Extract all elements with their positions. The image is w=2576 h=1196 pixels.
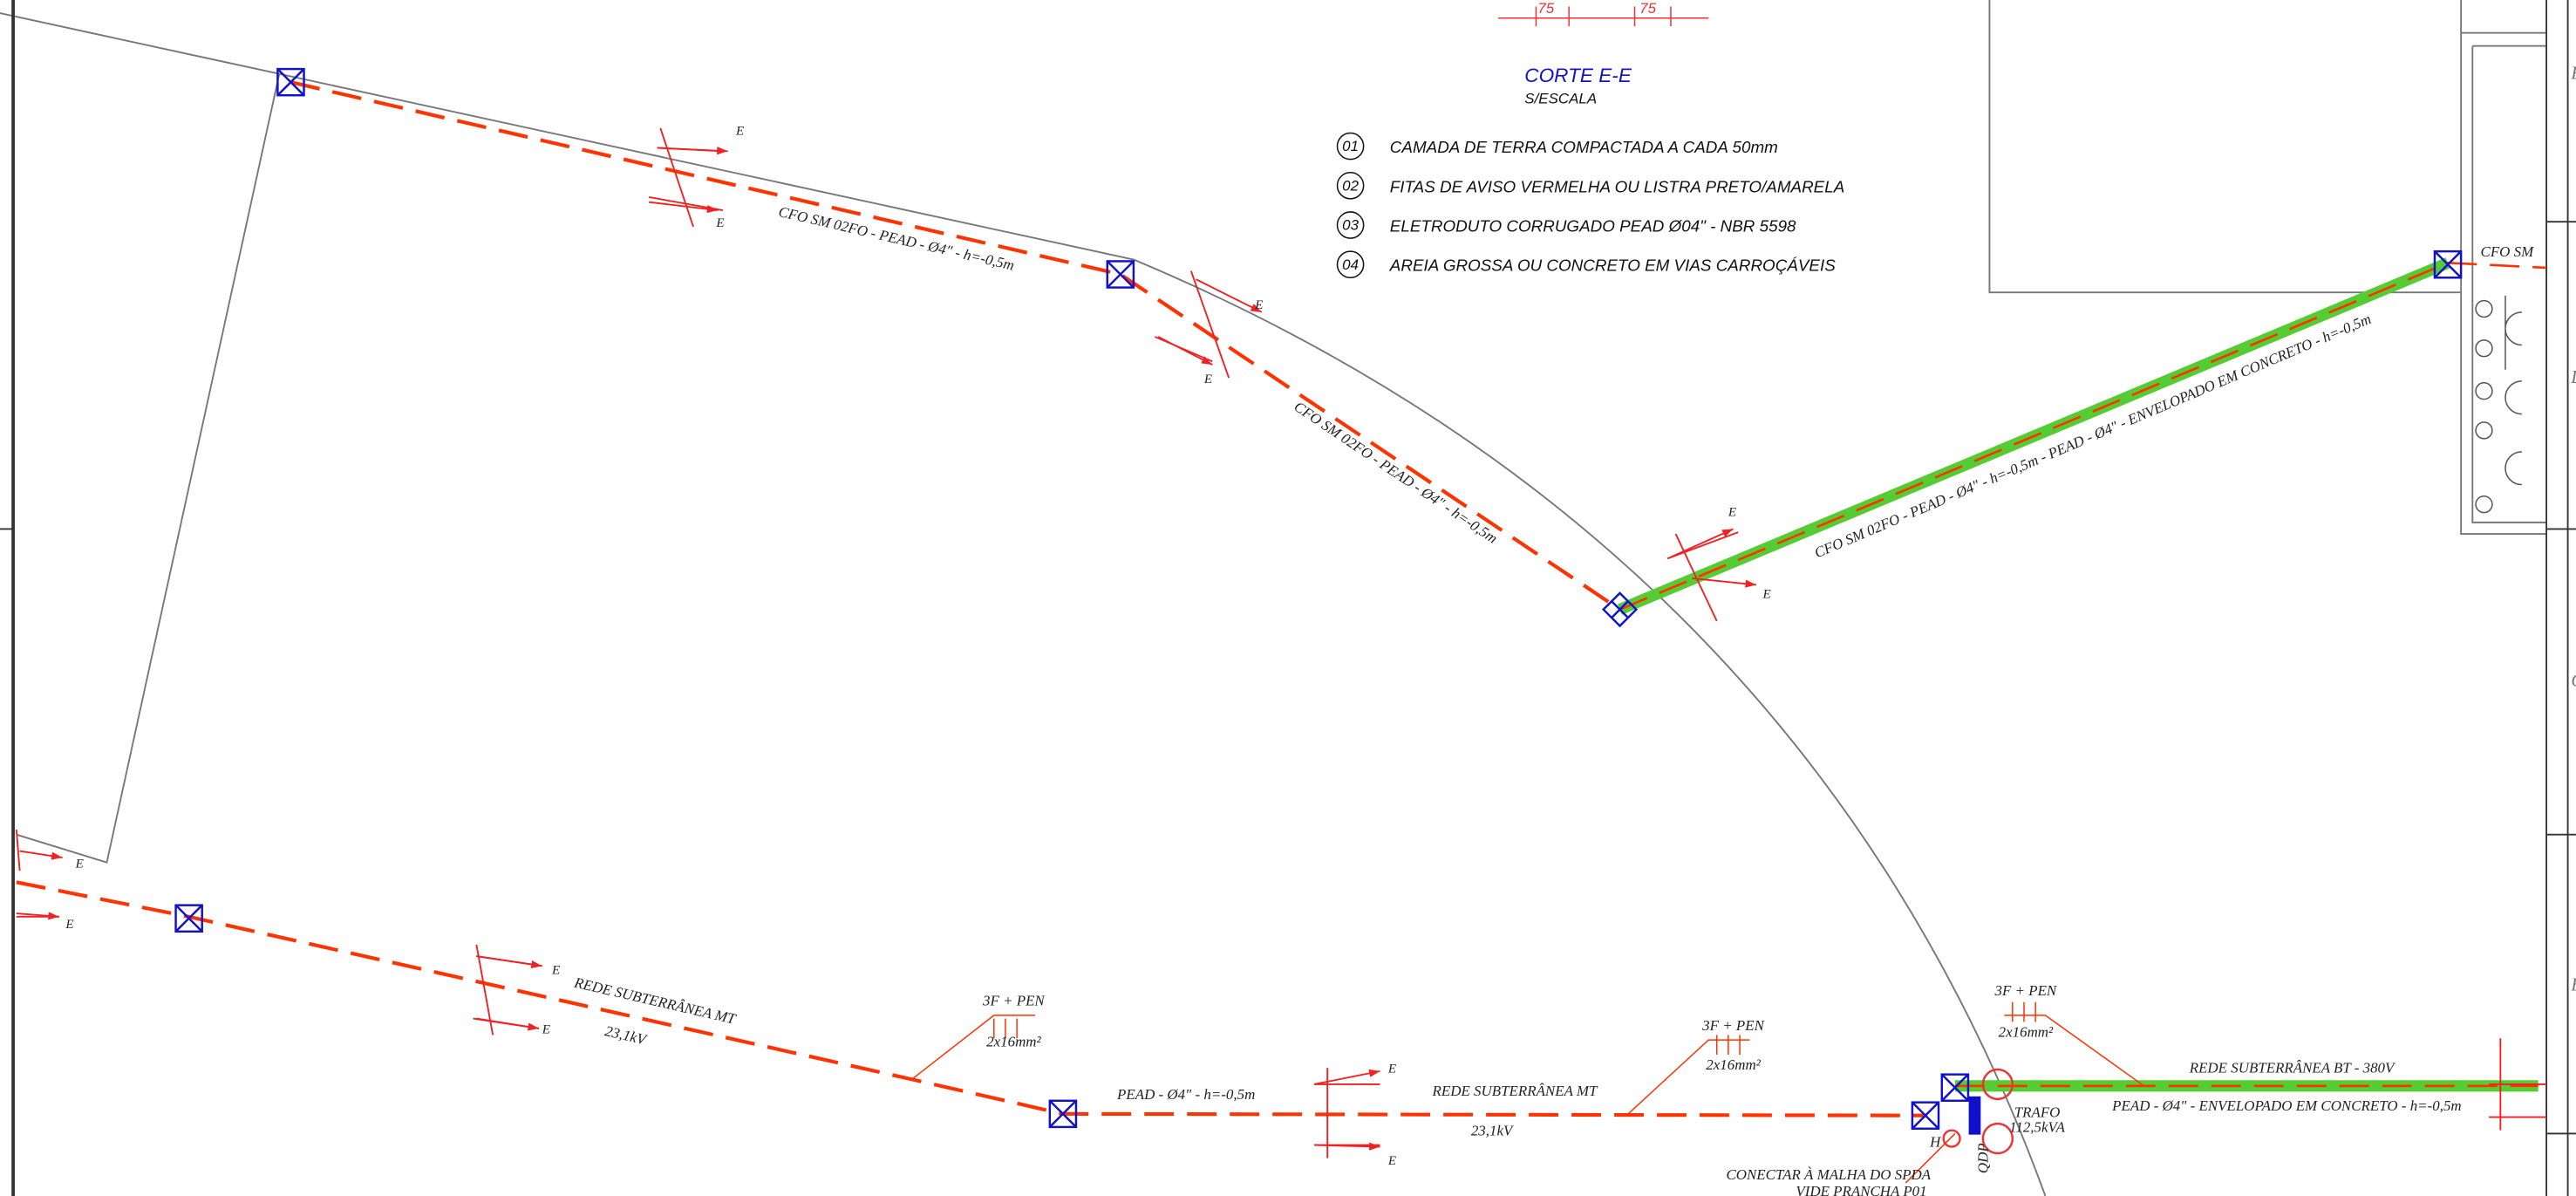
section-mark-label: E (1254, 298, 1263, 312)
arrow-head (717, 147, 728, 154)
arrow-head (1745, 580, 1756, 588)
legend-text: ELETRODUTO CORRUGADO PEAD Ø04" - NBR 559… (1390, 217, 1796, 236)
cable-label: VIDE PRANCHA P01 (1796, 1183, 1926, 1196)
arrow-head (1369, 1143, 1380, 1151)
red-routes (17, 82, 2546, 1116)
dimension-label: 75 (1537, 0, 1554, 17)
section-mark-label: E (65, 918, 73, 932)
section-mark-label: E (715, 216, 724, 230)
section-arrow (1196, 279, 1262, 312)
section-mark-label: E (1387, 1154, 1396, 1168)
section-title: CORTE E-E (1524, 65, 1632, 86)
section-mark-label: E (75, 857, 84, 871)
section-mark-label: E (1203, 372, 1212, 386)
cable-label: 112,5kVA (2009, 1119, 2065, 1136)
cable-label: CFO SM 02FO - PEAD - Ø4" - h=-0,5m (1291, 398, 1501, 547)
cable-label: H (1929, 1134, 1941, 1151)
grid-row-label: E (2570, 64, 2576, 83)
section-mark-label: E (1762, 588, 1770, 602)
cable-label: 3F + PEN (1994, 982, 2058, 999)
cable-label: 3F + PEN (982, 993, 1046, 1009)
legend-number: 02 (1342, 177, 1359, 194)
boundary (0, 0, 2576, 1196)
legend-text: FITAS DE AVISO VERMELHA OU LISTRA PRETO/… (1390, 177, 1844, 195)
cable-label: 2x16mm² (1999, 1023, 2054, 1040)
section-mark-label: E (1387, 1063, 1396, 1076)
cable-label: QDP (1975, 1143, 1992, 1173)
cable-label: 2x16mm² (986, 1034, 1041, 1050)
arrow-head (1368, 1070, 1380, 1077)
cable-label: REDE SUBTERRÂNEA MT (1432, 1083, 1598, 1099)
section-mark-label: E (1728, 505, 1736, 519)
cable-label: CFO SM 02FO - PEAD - Ø4" - h=-0,5m - PEA… (1812, 311, 2374, 562)
cable-label: PEAD - Ø4" - h=-0,5m (1116, 1086, 1255, 1103)
arrow-head (528, 1023, 539, 1031)
cable-label: CFO SM (2481, 243, 2535, 260)
cable-label: REDE SUBTERRÂNEA BT - 380V (2189, 1060, 2395, 1076)
section-mark-label: E (551, 964, 560, 978)
cross-lines (17, 128, 2546, 1158)
fixtures (2476, 296, 2522, 513)
legend-number: 04 (1342, 256, 1359, 273)
section-mark-label: E (735, 124, 744, 138)
cable-label: PEAD - Ø4" - ENVELOPADO EM CONCRETO - h=… (2111, 1097, 2461, 1114)
grid-row-label: C (2571, 672, 2576, 691)
cable-label: 2x16mm² (1706, 1056, 1761, 1073)
legend-number: 01 (1342, 138, 1359, 154)
grid-row-label: D (2570, 368, 2576, 387)
legend-number: 03 (1342, 217, 1359, 234)
cable-label: 3F + PEN (1701, 1017, 1765, 1034)
section-mark-label: E (542, 1023, 550, 1037)
page: 75 75 CORTE E-E S/ESCALA 01 CAMADA DE TERRA C… (0, 0, 2576, 1196)
arrow-head (531, 960, 542, 968)
legend-text: CAMADA DE TERRA COMPACTADA A CADA 50mm (1390, 138, 1778, 156)
cable-label: 23,1kV (1471, 1122, 1514, 1138)
cable-label: CONECTAR À MALHA DO SPDA (1726, 1166, 1931, 1183)
green-routes (1620, 263, 2539, 1086)
dimension-label: 75 (1639, 0, 1656, 17)
cable-label: 23,1kV (603, 1022, 649, 1049)
grid-row-label: B (2571, 976, 2576, 995)
legend-text: AREIA GROSSA OU CONCRETO EM VIAS CARROÇÁ… (1389, 256, 1836, 275)
section-scale: S/ESCALA (1524, 91, 1597, 107)
cable-label: REDE SUBTERRÂNEA MT (572, 974, 739, 1028)
drawing: 75 75 CORTE E-E S/ESCALA 01 CAMADA DE TERRA C… (0, 0, 2576, 1196)
cable-label: CFO SM 02FO - PEAD - Ø4" - h=-0,5m (777, 203, 1016, 274)
section-arrow (1667, 529, 1733, 558)
dimension-marks (1498, 7, 1708, 27)
arrow-head (51, 852, 63, 860)
